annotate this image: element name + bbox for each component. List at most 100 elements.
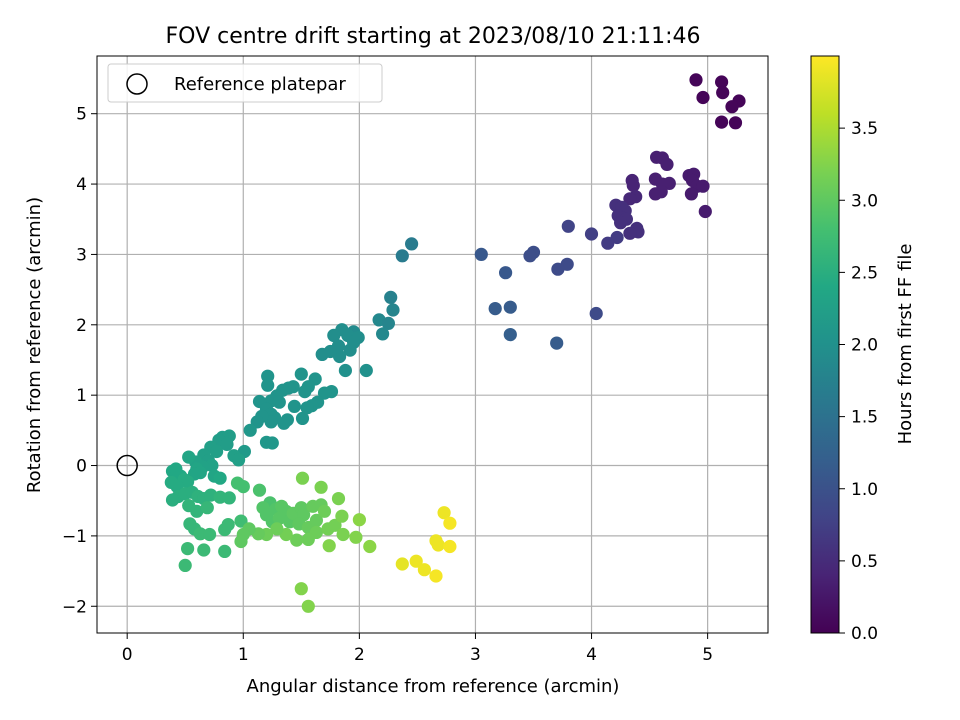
y-tick-label: 0	[76, 457, 87, 477]
data-point	[689, 73, 703, 87]
x-tick-label: 3	[470, 645, 481, 665]
colorbar: 0.0 0.5 1.0 1.5 2.0 2.5 3.0 3.5 Hours from firs…	[810, 55, 916, 644]
data-point	[601, 236, 615, 250]
data-point	[696, 90, 710, 105]
legend-box	[107, 63, 383, 103]
data-point	[474, 247, 488, 261]
data-point	[315, 347, 329, 361]
data-point	[716, 86, 730, 100]
data-point	[660, 157, 674, 171]
colorbar-tick-label: 1.5	[851, 408, 878, 428]
data-point	[272, 511, 286, 525]
data-point	[359, 363, 373, 378]
data-point	[386, 303, 400, 317]
data-point	[301, 599, 315, 613]
data-point	[376, 327, 390, 341]
data-point	[210, 444, 224, 459]
legend: Reference platepar	[107, 63, 383, 103]
colorbar-tick-label: 1.0	[851, 480, 878, 500]
data-point	[437, 506, 451, 520]
data-point	[338, 363, 352, 378]
data-point	[405, 237, 419, 251]
scatter-points	[116, 73, 746, 613]
data-point	[715, 115, 729, 129]
data-point	[261, 369, 275, 383]
colorbar-label: Hours from first FF file	[895, 244, 916, 445]
colorbar-tick-label: 2.0	[851, 336, 878, 356]
data-point	[178, 558, 192, 573]
y-tick-label: −1	[62, 527, 87, 547]
y-axis-label: Rotation from reference (arcmin)	[24, 197, 45, 493]
data-point	[698, 204, 712, 219]
legend-entry: Reference platepar	[174, 74, 346, 95]
data-point	[363, 539, 377, 554]
data-point	[221, 518, 235, 532]
data-point	[551, 262, 565, 276]
data-point	[190, 504, 204, 518]
data-point	[654, 185, 668, 199]
data-point	[429, 569, 443, 583]
chart-title: FOV centre drift starting at 2023/08/10 …	[166, 24, 701, 49]
colorbar-tick-label: 3.0	[851, 191, 878, 211]
data-point	[503, 300, 517, 314]
x-tick-label: 1	[238, 645, 249, 665]
data-point	[395, 249, 409, 263]
plot-frame	[96, 55, 769, 634]
data-point	[261, 378, 275, 392]
data-point	[327, 328, 341, 342]
data-point	[331, 492, 346, 506]
x-tick-label: 2	[354, 645, 365, 665]
data-point	[499, 266, 513, 280]
data-point	[197, 543, 211, 557]
data-point	[328, 518, 342, 532]
data-point	[623, 192, 637, 206]
colorbar-tick-label: 0.0	[851, 624, 878, 644]
data-point	[623, 226, 637, 240]
data-point	[443, 516, 457, 530]
y-tick-label: 5	[76, 105, 87, 125]
data-point	[561, 219, 575, 233]
y-tick-label: 3	[76, 245, 87, 265]
y-tick-label: 2	[76, 316, 87, 336]
x-tick-label: 4	[586, 645, 597, 665]
colorbar-tick-label: 3.5	[851, 119, 878, 139]
data-point	[728, 116, 743, 130]
data-point	[298, 385, 312, 399]
data-point	[614, 216, 628, 230]
data-point	[336, 527, 350, 542]
data-point	[550, 336, 564, 350]
data-point	[181, 542, 195, 556]
data-point	[220, 437, 234, 451]
y-tick-label: 1	[76, 386, 87, 406]
data-point	[317, 504, 332, 518]
data-point	[243, 423, 257, 437]
data-point	[343, 343, 357, 357]
data-point	[236, 480, 250, 494]
data-point	[165, 493, 180, 507]
data-point	[294, 367, 308, 381]
data-point	[218, 544, 232, 559]
data-point	[381, 316, 395, 330]
data-point	[589, 306, 603, 321]
data-point	[349, 530, 363, 544]
data-point	[352, 513, 366, 527]
axes: 0 1 2 3 4 5 −2 −1 0 1 2 3 4 5	[62, 55, 769, 665]
data-point	[300, 401, 314, 415]
y-tick-label: −2	[62, 597, 87, 617]
data-point	[322, 539, 336, 553]
x-tick-label: 5	[702, 645, 713, 665]
y-tick-label: 4	[76, 175, 87, 195]
data-point	[409, 554, 423, 568]
data-point	[252, 483, 267, 497]
legend-marker	[126, 73, 148, 95]
data-point	[488, 302, 502, 316]
data-point	[232, 453, 246, 467]
data-point	[277, 416, 291, 430]
x-axis-label: Angular distance from reference (arcmin)	[247, 676, 620, 697]
colorbar-ticks: 0.0 0.5 1.0 1.5 2.0 2.5 3.0 3.5	[839, 119, 878, 644]
data-point	[287, 399, 301, 413]
data-point	[384, 290, 398, 304]
data-point	[684, 187, 699, 201]
data-point	[503, 328, 517, 342]
